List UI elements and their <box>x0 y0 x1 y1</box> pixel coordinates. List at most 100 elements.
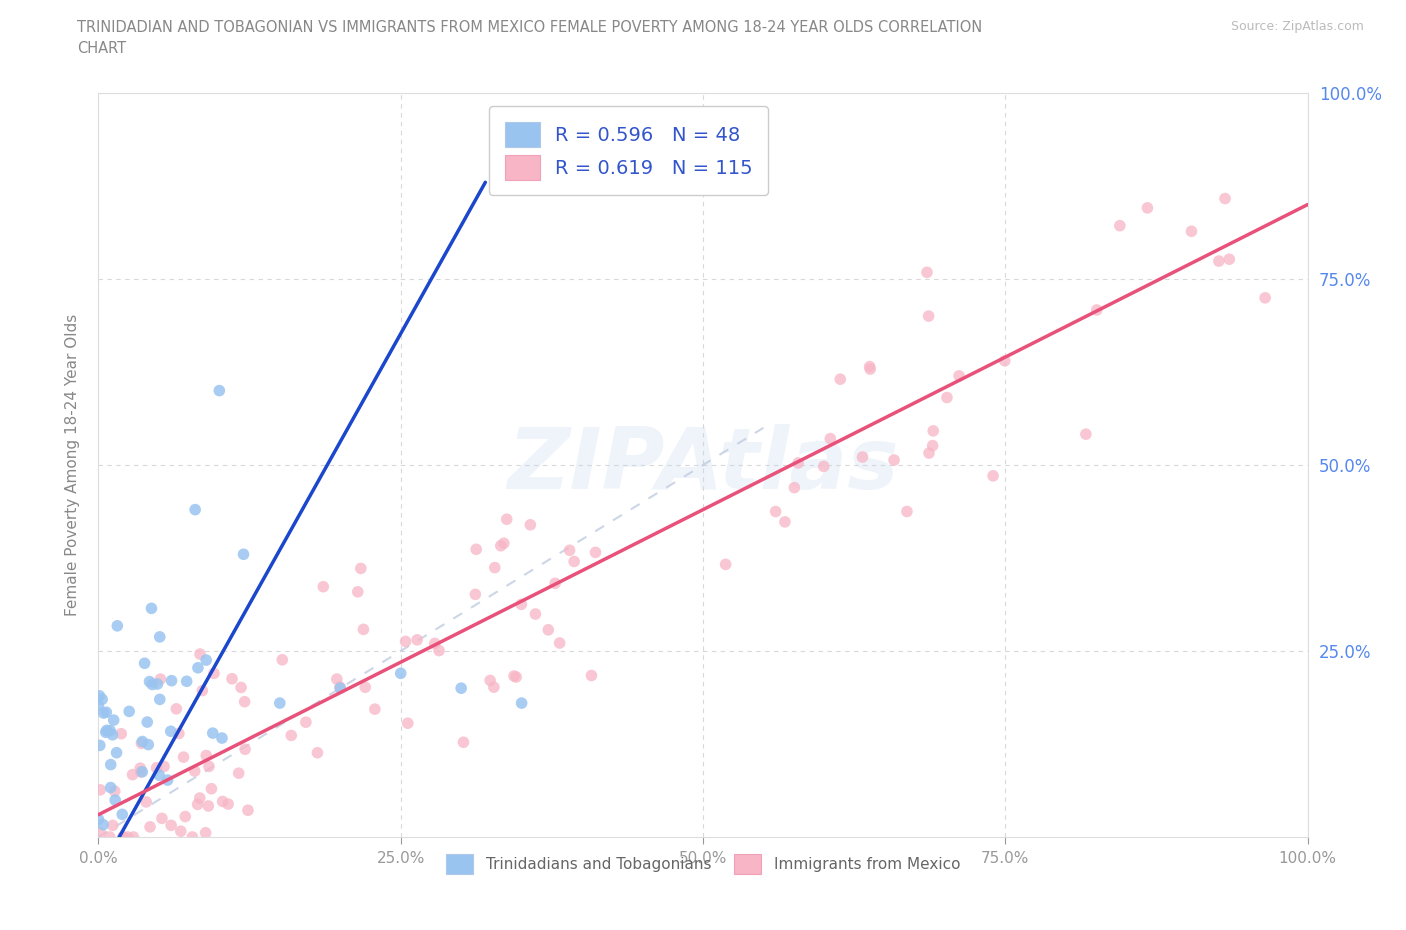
Point <box>229 680 252 695</box>
Point <box>195 748 218 763</box>
Point <box>581 668 603 683</box>
Point <box>174 809 197 824</box>
Point <box>89 825 111 840</box>
Point <box>100 757 122 772</box>
Point <box>465 542 488 557</box>
Point <box>994 353 1017 368</box>
Point <box>159 724 181 738</box>
Point <box>131 734 153 749</box>
Point <box>280 728 302 743</box>
Point <box>479 673 502 688</box>
Point <box>1074 427 1097 442</box>
Point <box>1136 201 1159 216</box>
Point <box>188 646 211 661</box>
Point <box>859 362 882 377</box>
Point <box>464 587 486 602</box>
Point <box>1254 290 1277 305</box>
Point <box>1208 254 1230 269</box>
Point <box>271 652 294 667</box>
Point <box>714 557 737 572</box>
Point <box>820 432 842 446</box>
Point <box>1218 252 1240 267</box>
Point <box>145 761 167 776</box>
Point <box>139 819 162 834</box>
Point <box>153 759 176 774</box>
Point <box>406 632 429 647</box>
Point <box>562 554 585 569</box>
Point <box>173 750 195 764</box>
Point <box>329 681 352 696</box>
Point <box>217 797 239 812</box>
Point <box>489 538 512 553</box>
Point <box>921 438 943 453</box>
Point <box>105 618 128 633</box>
Point <box>194 825 217 840</box>
Point <box>100 780 122 795</box>
Point <box>1180 224 1202 239</box>
Point <box>544 576 567 591</box>
Point <box>96 723 118 737</box>
Point <box>91 692 114 707</box>
Point <box>295 715 318 730</box>
Point <box>1108 219 1130 233</box>
Point <box>121 767 143 782</box>
Point <box>233 742 256 757</box>
Point <box>111 807 134 822</box>
Point <box>948 368 970 383</box>
Point <box>197 799 219 814</box>
Point <box>354 680 377 695</box>
Point <box>111 830 134 844</box>
Point <box>364 701 387 716</box>
Point <box>131 764 153 779</box>
Point <box>129 761 152 776</box>
Point <box>492 536 515 551</box>
Point <box>191 684 214 698</box>
Point <box>176 674 198 689</box>
Point <box>312 579 335 594</box>
Point <box>329 680 352 695</box>
Point <box>104 784 127 799</box>
Legend: Trinidadians and Tobagonians, Immigrants from Mexico: Trinidadians and Tobagonians, Immigrants… <box>439 846 967 882</box>
Point <box>188 790 211 805</box>
Point <box>87 698 110 713</box>
Point <box>505 670 527 684</box>
Point <box>915 265 938 280</box>
Point <box>211 794 233 809</box>
Point <box>519 517 541 532</box>
Point <box>89 782 111 797</box>
Y-axis label: Female Poverty Among 18-24 Year Olds: Female Poverty Among 18-24 Year Olds <box>65 314 80 617</box>
Point <box>149 671 172 686</box>
Point <box>352 622 374 637</box>
Point <box>200 781 222 796</box>
Point <box>326 671 349 686</box>
Point <box>101 818 124 833</box>
Point <box>851 449 873 464</box>
Point <box>389 666 412 681</box>
Point <box>510 597 533 612</box>
Point <box>211 731 233 746</box>
Point <box>134 656 156 671</box>
Point <box>91 817 114 832</box>
Point <box>146 676 169 691</box>
Point <box>981 469 1004 484</box>
Point <box>89 688 111 703</box>
Point <box>103 712 125 727</box>
Point <box>138 674 160 689</box>
Point <box>1085 302 1108 317</box>
Point <box>101 727 124 742</box>
Point <box>187 660 209 675</box>
Point <box>783 480 806 495</box>
Point <box>482 680 505 695</box>
Point <box>181 830 204 844</box>
Point <box>883 453 905 468</box>
Point <box>183 764 205 778</box>
Point <box>149 692 172 707</box>
Point <box>453 735 475 750</box>
Point <box>122 830 145 844</box>
Point <box>813 459 835 474</box>
Point <box>423 636 446 651</box>
Point <box>202 666 225 681</box>
Point <box>524 606 547 621</box>
Text: TRINIDADIAN AND TOBAGONIAN VS IMMIGRANTS FROM MEXICO FEMALE POVERTY AMONG 18-24 : TRINIDADIAN AND TOBAGONIAN VS IMMIGRANTS… <box>77 20 983 35</box>
Point <box>136 714 159 729</box>
